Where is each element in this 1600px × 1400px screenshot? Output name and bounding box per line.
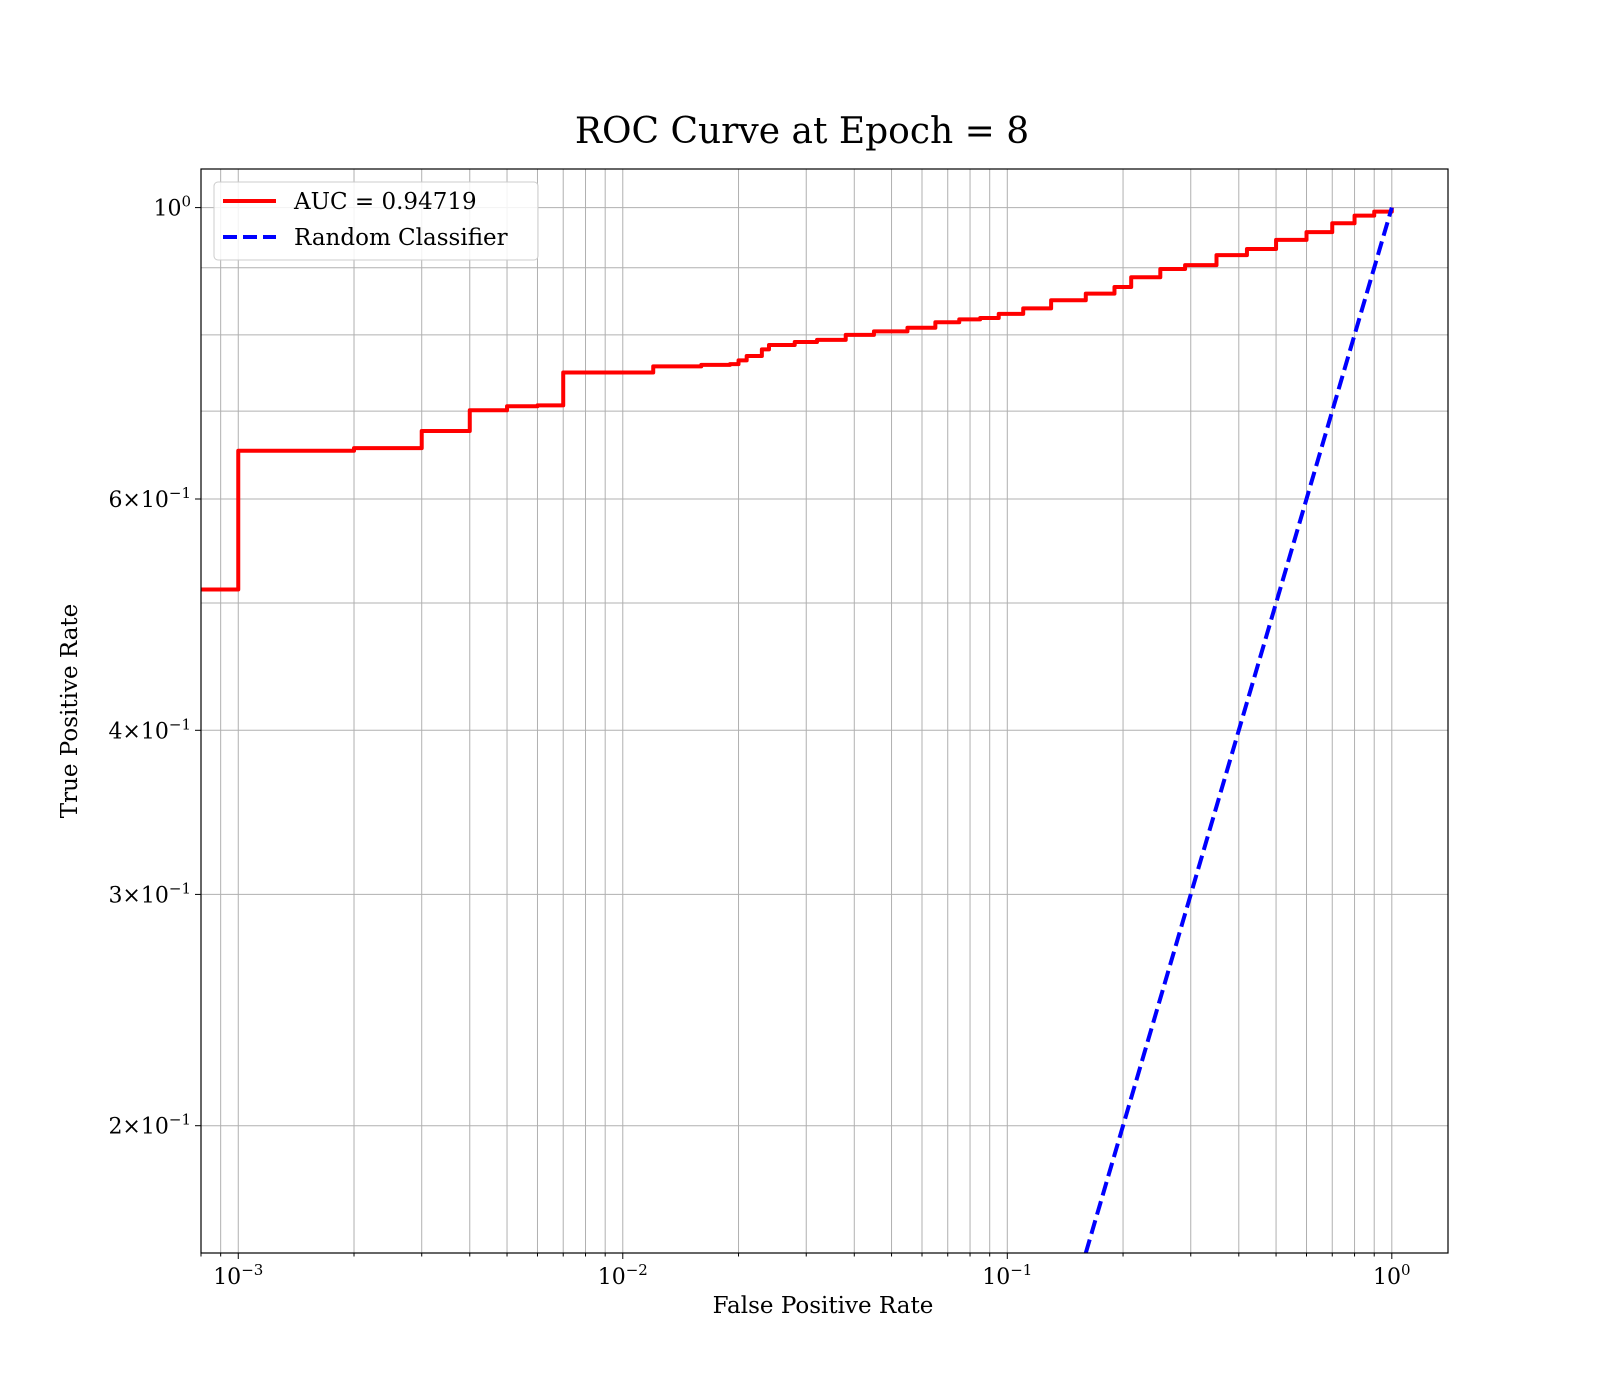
series-layer	[201, 207, 1394, 1253]
y-tick-label: 4×10−1	[108, 715, 191, 744]
legend-label-random: Random Classifier	[294, 225, 508, 251]
y-tick-label: 2×10−1	[108, 1111, 191, 1140]
y-axis-ticks: 100 6×10−1 4×10−1 3×10−1 2×10−1	[108, 193, 201, 1140]
series-line-random-classifier	[1083, 207, 1394, 1253]
chart-title: ROC Curve at Epoch = 8	[575, 111, 1029, 152]
grid	[200, 169, 1448, 1253]
legend-frame	[213, 181, 539, 261]
x-axis-ticks: 10−3 10−2 10−1 100	[200, 1253, 1411, 1290]
x-tick-label: 10−3	[213, 1261, 263, 1290]
y-tick-label: 3×10−1	[108, 879, 191, 908]
x-tick-label: 10−1	[982, 1261, 1032, 1290]
plot-frame	[200, 168, 1449, 1254]
y-axis-label: True Positive Rate	[57, 604, 83, 819]
y-tick-label: 6×10−1	[108, 484, 191, 513]
legend-label-auc: AUC = 0.94719	[293, 189, 477, 215]
series-line-roc	[201, 207, 1394, 592]
x-axis-label: False Positive Rate	[713, 1293, 934, 1319]
x-tick-label: 100	[1373, 1261, 1411, 1290]
legend: AUC = 0.94719 Random Classifier	[213, 181, 539, 261]
y-tick-label: 100	[153, 193, 191, 222]
x-tick-label: 10−2	[598, 1261, 648, 1290]
